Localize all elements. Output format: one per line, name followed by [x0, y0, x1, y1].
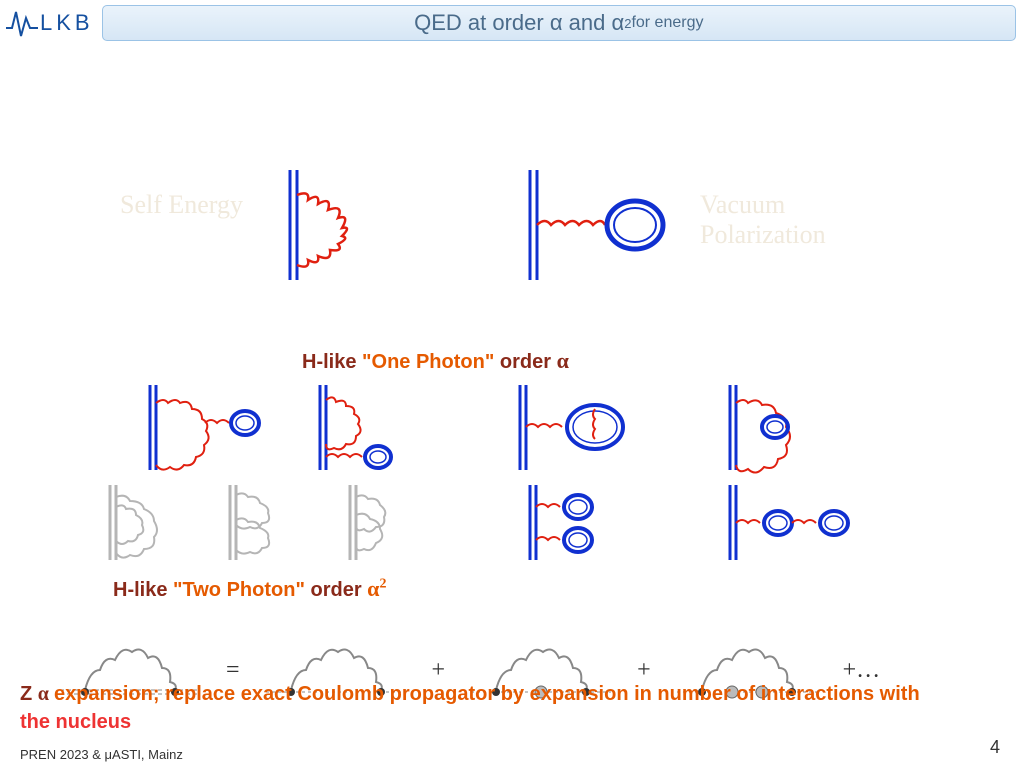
z-letter: Z: [20, 683, 38, 705]
order2-prefix: H-like: [113, 579, 173, 601]
order1-order: order: [500, 351, 557, 373]
diagram-row-2: [0, 380, 1024, 475]
diagram-2vp-stack: [530, 485, 592, 560]
slide-title: QED at order α and α2 for energy: [102, 5, 1016, 41]
order-alpha-label: H-like "One Photon" order α: [302, 348, 569, 374]
title-sup: 2: [624, 16, 631, 31]
logo-text: LKB: [40, 10, 94, 36]
header: LKB QED at order α and α2 for energy: [0, 6, 1016, 40]
order2-order: order: [310, 579, 367, 601]
alpha2-symbol: α2: [367, 576, 386, 601]
page-number: 4: [990, 737, 1000, 758]
diagram-se-around-vp: [730, 385, 790, 473]
diagram-self-energy: [290, 170, 347, 280]
diagram-2vp-chain: [730, 485, 848, 560]
diagram-row-3: [0, 480, 1024, 565]
order1-quote: "One Photon": [362, 351, 500, 373]
title-sub: for energy: [631, 14, 703, 32]
diagram-se-vp-b: [320, 385, 391, 470]
diagram-vp-se-inside: [520, 385, 623, 470]
diagram-row-1: [0, 160, 1024, 300]
alpha-letter: α: [38, 683, 54, 705]
diagram-2se-grey-3: [350, 485, 385, 560]
z-text-nucleus: the nucleus: [20, 711, 131, 733]
footer-left: PREN 2023 & μASTI, Mainz: [20, 747, 183, 762]
diagram-vacuum-polarization: [530, 170, 663, 280]
title-main: QED at order α and α: [414, 10, 624, 36]
order2-quote: "Two Photon": [173, 579, 310, 601]
z-text-main: expansion; replace exact Coulomb propaga…: [54, 683, 920, 705]
alpha-symbol: α: [557, 348, 569, 373]
logo-wave-icon: [4, 6, 38, 40]
diagram-2se-grey-1: [110, 485, 157, 560]
content-area: Self Energy Vacuum Polarization H-like "…: [0, 60, 1024, 728]
order-alpha2-label: H-like "Two Photon" order α2: [113, 576, 386, 602]
order1-prefix: H-like: [302, 351, 362, 373]
z-alpha-expansion-text: Z α expansion; replace exact Coulomb pro…: [20, 680, 994, 736]
diagram-2se-grey-2: [230, 485, 269, 560]
diagram-se-vp-a: [150, 385, 259, 470]
logo: LKB: [0, 6, 94, 40]
